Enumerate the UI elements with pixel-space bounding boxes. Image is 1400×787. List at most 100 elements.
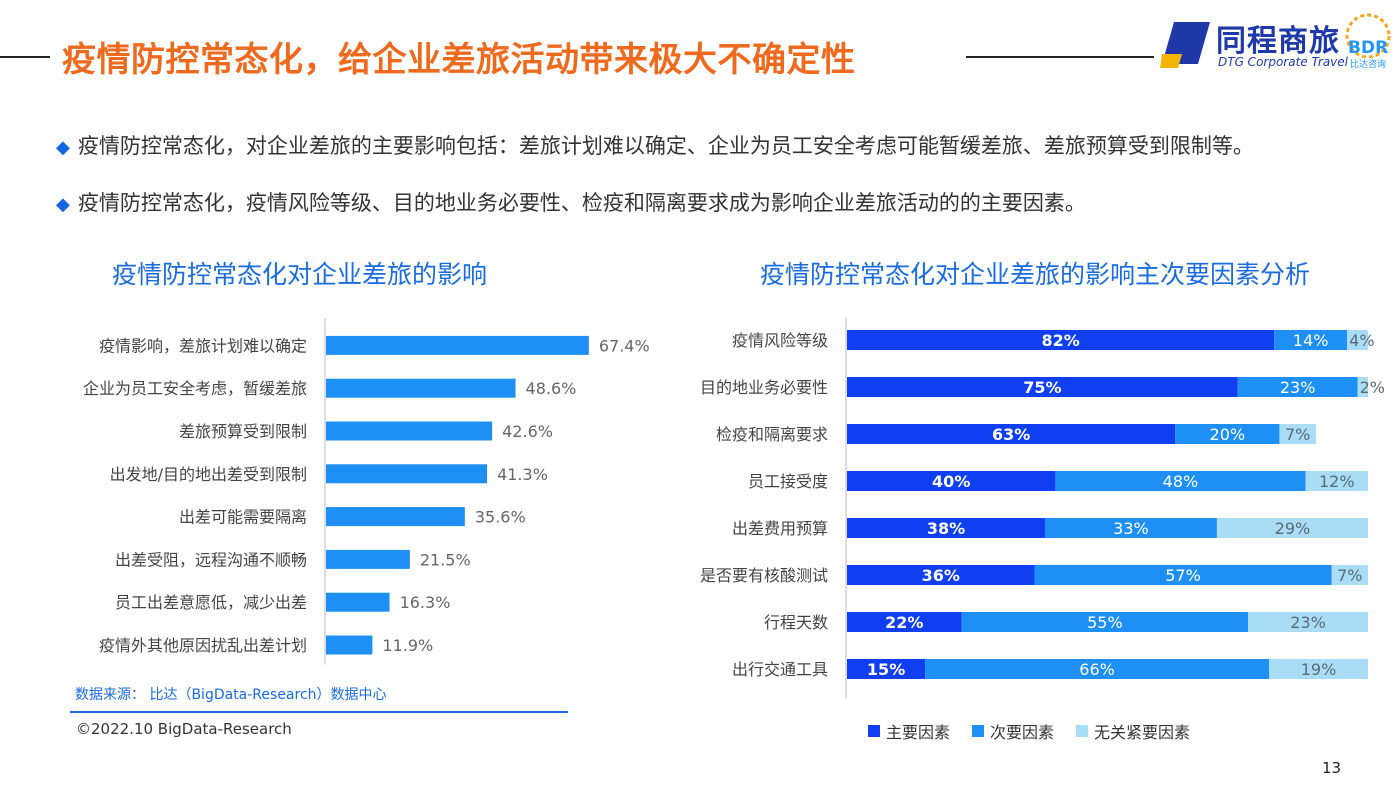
- legend-swatch-secondary: [972, 725, 985, 737]
- value-label: 19%: [1301, 660, 1337, 679]
- value-label: 4%: [1349, 331, 1374, 350]
- bar-segment: [1269, 659, 1368, 679]
- copyright: ©2022.10 BigData-Research: [76, 720, 292, 738]
- bar-segment: [1034, 565, 1332, 585]
- brand-logo: 同程商旅 DTG Corporate Travel BDR 比达咨询: [1160, 13, 1396, 76]
- value-label: 7%: [1337, 566, 1362, 585]
- bar: [326, 592, 390, 612]
- chart-legend: 主要因素 次要因素 无关紧要因素: [868, 719, 1190, 743]
- value-label: 67.4%: [599, 336, 650, 355]
- legend-swatch-primary: [868, 725, 880, 737]
- bar-segment: [847, 612, 962, 632]
- title-rule-left: [0, 56, 50, 58]
- logo-badge-subtitle: 比达咨询: [1350, 60, 1387, 70]
- dtg-logo-icon: [1160, 22, 1210, 68]
- page-title: 疫情防控常态化，给企业差旅活动带来极大不确定性: [62, 40, 856, 80]
- diamond-icon: ◆: [56, 137, 70, 158]
- impact-bar-chart: 疫情影响，差旅计划难以确定 67.4% 企业为员工安全考虑，暂缓差旅 48.6% 差旅预…: [83, 318, 650, 665]
- bar-segment: [1305, 471, 1368, 491]
- source-divider: [70, 711, 568, 713]
- left-chart-title: 疫情防控常态化对企业差旅的影响: [112, 260, 488, 289]
- bullet-point: ◆ 疫情防控常态化，对企业差旅的主要影响包括：差旅计划难以确定、企业为员工安全考虑…: [56, 130, 1254, 160]
- bar-segment: [1216, 518, 1368, 538]
- category-label: 企业为员工安全考虑，暂缓差旅: [83, 379, 307, 398]
- value-label: 36%: [922, 566, 960, 585]
- value-label: 66%: [1079, 660, 1115, 679]
- bar: [326, 635, 373, 655]
- data-source: 数据来源： 比达（BigData-Research）数据中心: [75, 687, 387, 703]
- bar-segment: [1357, 377, 1368, 397]
- value-label: 7%: [1285, 425, 1310, 444]
- bar-segment: [961, 612, 1249, 632]
- legend-item: 无关紧要因素: [1076, 719, 1190, 743]
- value-label: 82%: [1041, 331, 1079, 350]
- right-chart-title: 疫情防控常态化对企业差旅的影响主次要因素分析: [760, 260, 1311, 289]
- category-label: 员工出差意愿低，减少出差: [115, 593, 307, 612]
- category-label: 出差受阻，远程沟通不顺畅: [115, 550, 307, 569]
- category-label: 是否要有核酸测试: [700, 566, 828, 585]
- value-label: 15%: [867, 660, 905, 679]
- bdr-badge-icon: [1345, 13, 1391, 58]
- logo-name: 同程商旅: [1216, 24, 1340, 59]
- value-label: 23%: [1280, 378, 1316, 397]
- bar-segment: [847, 518, 1045, 538]
- legend-label: 主要因素: [886, 723, 951, 742]
- logo-badge: BDR: [1348, 38, 1389, 58]
- value-label: 48.6%: [526, 379, 577, 398]
- value-label: 14%: [1293, 331, 1329, 350]
- value-label: 40%: [932, 472, 970, 491]
- category-label: 检疫和隔离要求: [716, 425, 828, 444]
- bullet-point: ◆ 疫情防控常态化，疫情风险等级、目的地业务必要性、检疫和隔离要求成为影响企业差旅…: [56, 187, 1086, 217]
- bar: [326, 464, 488, 484]
- bar: [326, 421, 493, 441]
- page-number: 13: [1322, 759, 1342, 777]
- value-label: 55%: [1087, 613, 1123, 632]
- value-label: 63%: [992, 425, 1030, 444]
- bar-segment: [847, 424, 1176, 444]
- title-rule-right: [966, 56, 1154, 58]
- factor-stacked-bar-chart: 疫情风险等级 82% 14% 4% 目的地业务必要性 75% 23% 2% 检疫和隔离要求 63%…: [700, 318, 1385, 698]
- bar-segment: [1175, 424, 1280, 444]
- legend-label: 无关紧要因素: [1094, 723, 1191, 742]
- bar-segment: [1044, 518, 1217, 538]
- bar-segment: [1248, 612, 1368, 632]
- category-label: 目的地业务必要性: [700, 378, 828, 397]
- category-label: 出发地/目的地出差受到限制: [110, 465, 307, 484]
- bar-segment: [1347, 330, 1368, 350]
- value-label: 12%: [1319, 472, 1355, 491]
- value-label: 41.3%: [497, 465, 548, 484]
- value-label: 21.5%: [420, 550, 471, 569]
- bullet-text: 疫情防控常态化，疫情风险等级、目的地业务必要性、检疫和隔离要求成为影响企业差旅活…: [77, 191, 1086, 215]
- value-label: 29%: [1275, 519, 1311, 538]
- bar-segment: [847, 330, 1275, 350]
- category-label: 出差费用预算: [732, 519, 828, 538]
- value-label: 2%: [1360, 378, 1385, 397]
- bar-segment: [847, 471, 1056, 491]
- bar-segment: [1055, 471, 1306, 491]
- legend-item: 主要因素: [868, 719, 950, 743]
- value-label: 38%: [927, 519, 965, 538]
- legend-swatch-tertiary: [1076, 725, 1089, 737]
- value-label: 48%: [1163, 472, 1199, 491]
- bar: [326, 507, 465, 527]
- bar-segment: [1237, 377, 1358, 397]
- bar-segment: [847, 565, 1035, 585]
- legend-label: 次要因素: [990, 723, 1055, 742]
- value-label: 16.3%: [400, 593, 451, 612]
- legend-item: 次要因素: [972, 719, 1054, 743]
- bar-segment: [847, 659, 926, 679]
- category-label: 疫情影响，差旅计划难以确定: [99, 336, 307, 355]
- logo-subtitle: DTG Corporate Travel: [1218, 55, 1348, 69]
- value-label: 75%: [1023, 378, 1061, 397]
- category-label: 行程天数: [764, 613, 828, 632]
- value-label: 42.6%: [502, 422, 553, 441]
- category-label: 出行交通工具: [732, 660, 828, 679]
- bar-segment: [1279, 424, 1316, 444]
- bar: [326, 549, 410, 569]
- value-label: 33%: [1113, 519, 1149, 538]
- bar: [326, 378, 516, 398]
- diamond-icon: ◆: [56, 194, 70, 215]
- bar-segment: [925, 659, 1270, 679]
- value-label: 20%: [1210, 425, 1246, 444]
- bar: [326, 335, 589, 355]
